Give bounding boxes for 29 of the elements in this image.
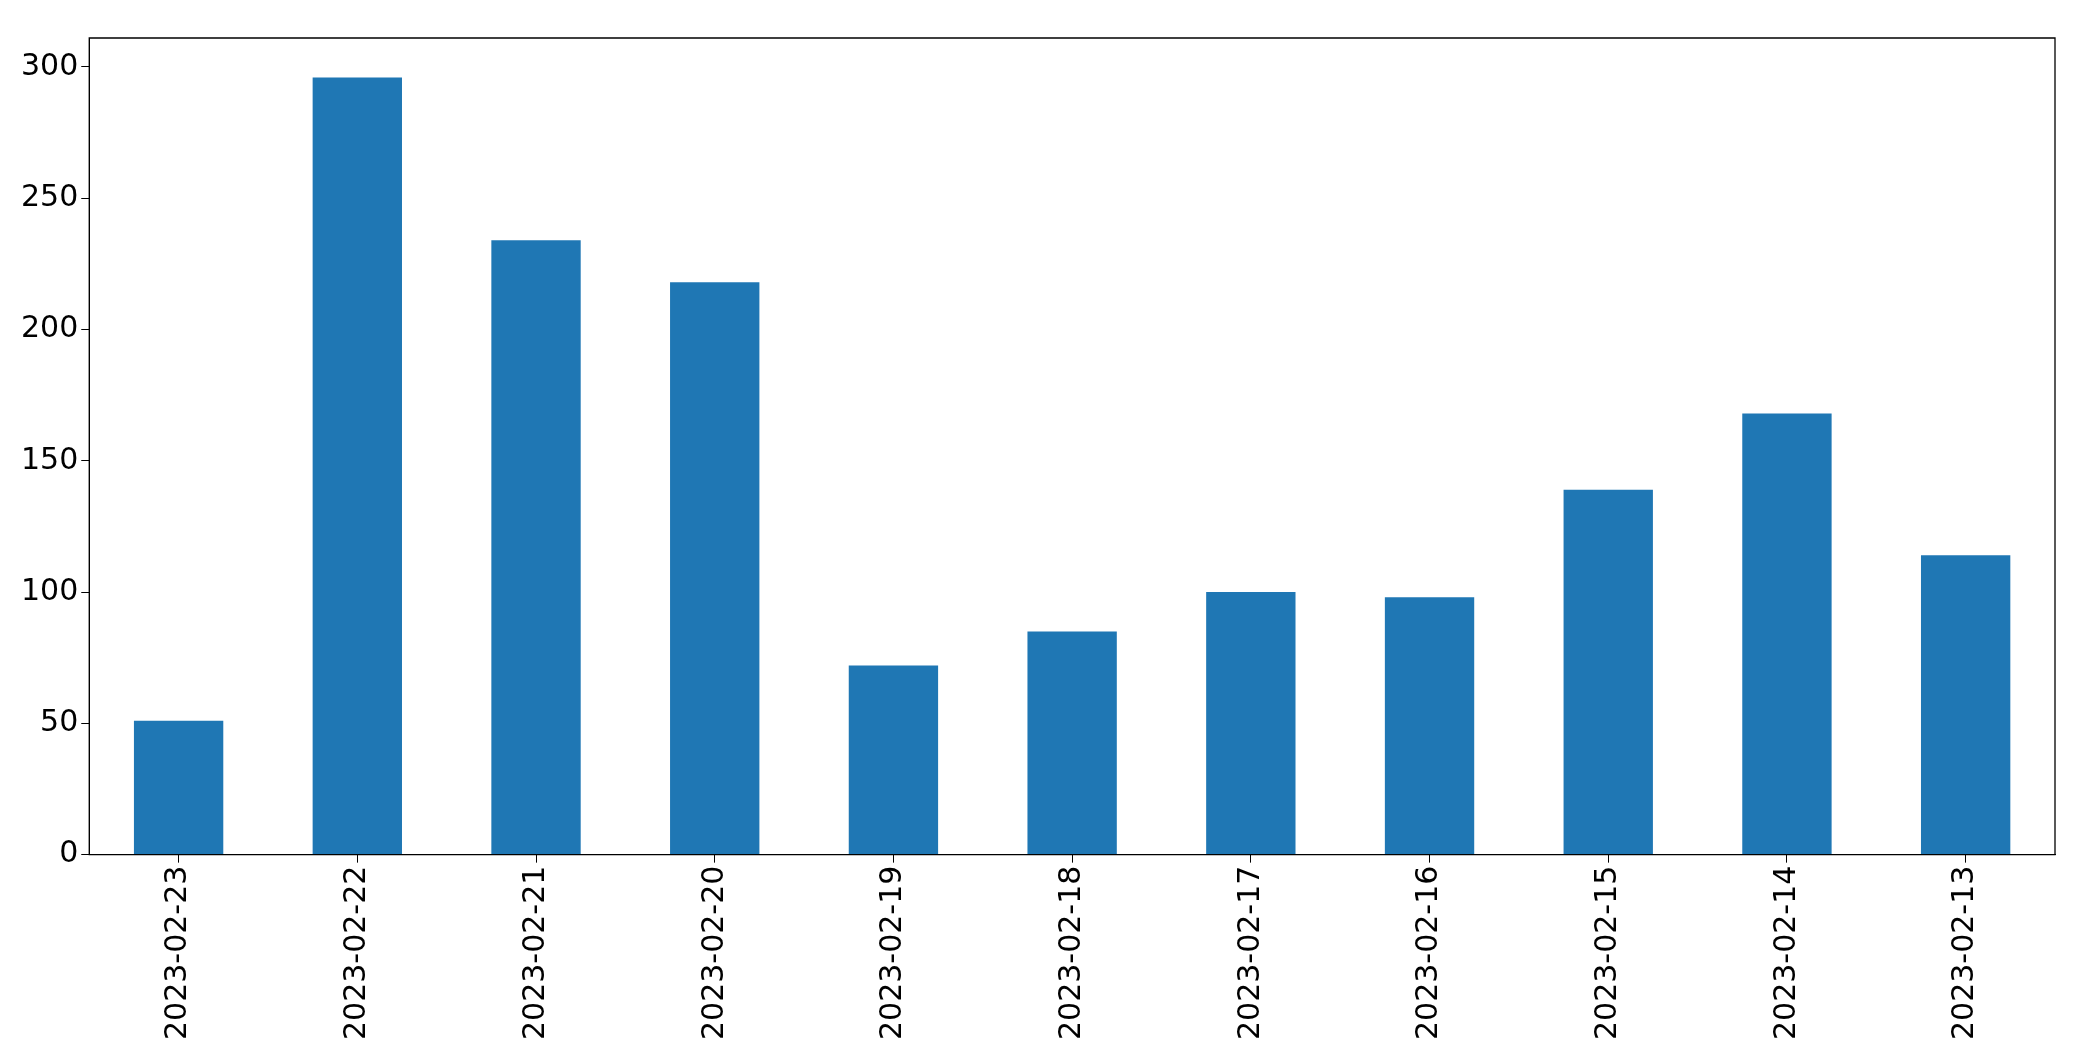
bar [1742,413,1832,855]
x-tick-label: 2023-02-20 [694,865,730,1041]
bar [1563,489,1653,855]
y-tick-label: 100 [21,571,79,607]
bar [1206,592,1296,855]
bar [1920,555,2011,855]
bar [1027,631,1117,855]
y-tick-label: 200 [21,309,79,345]
bar [1384,597,1475,855]
x-tick-label: 2023-02-19 [873,865,909,1041]
y-tick-label: 0 [59,834,79,870]
y-tick-label: 250 [21,177,79,213]
bar [491,240,581,855]
bar [133,720,224,855]
bar [670,282,760,855]
x-tick-label: 2023-02-22 [337,865,373,1041]
x-tick-label: 2023-02-16 [1409,865,1445,1041]
x-tick-label: 2023-02-15 [1588,865,1624,1041]
bar [312,77,402,855]
bar [848,665,939,855]
x-tick-label: 2023-02-21 [515,865,551,1041]
x-tick-label: 2023-02-14 [1766,865,1802,1041]
x-tick-label: 2023-02-18 [1051,865,1087,1041]
x-tick-label: 2023-02-17 [1230,865,1266,1041]
y-tick-label: 50 [40,703,79,739]
y-tick-label: 300 [21,46,79,82]
x-tick-label: 2023-02-23 [158,865,194,1041]
x-tick-label: 2023-02-13 [1945,865,1981,1041]
y-tick-label: 150 [21,440,79,476]
